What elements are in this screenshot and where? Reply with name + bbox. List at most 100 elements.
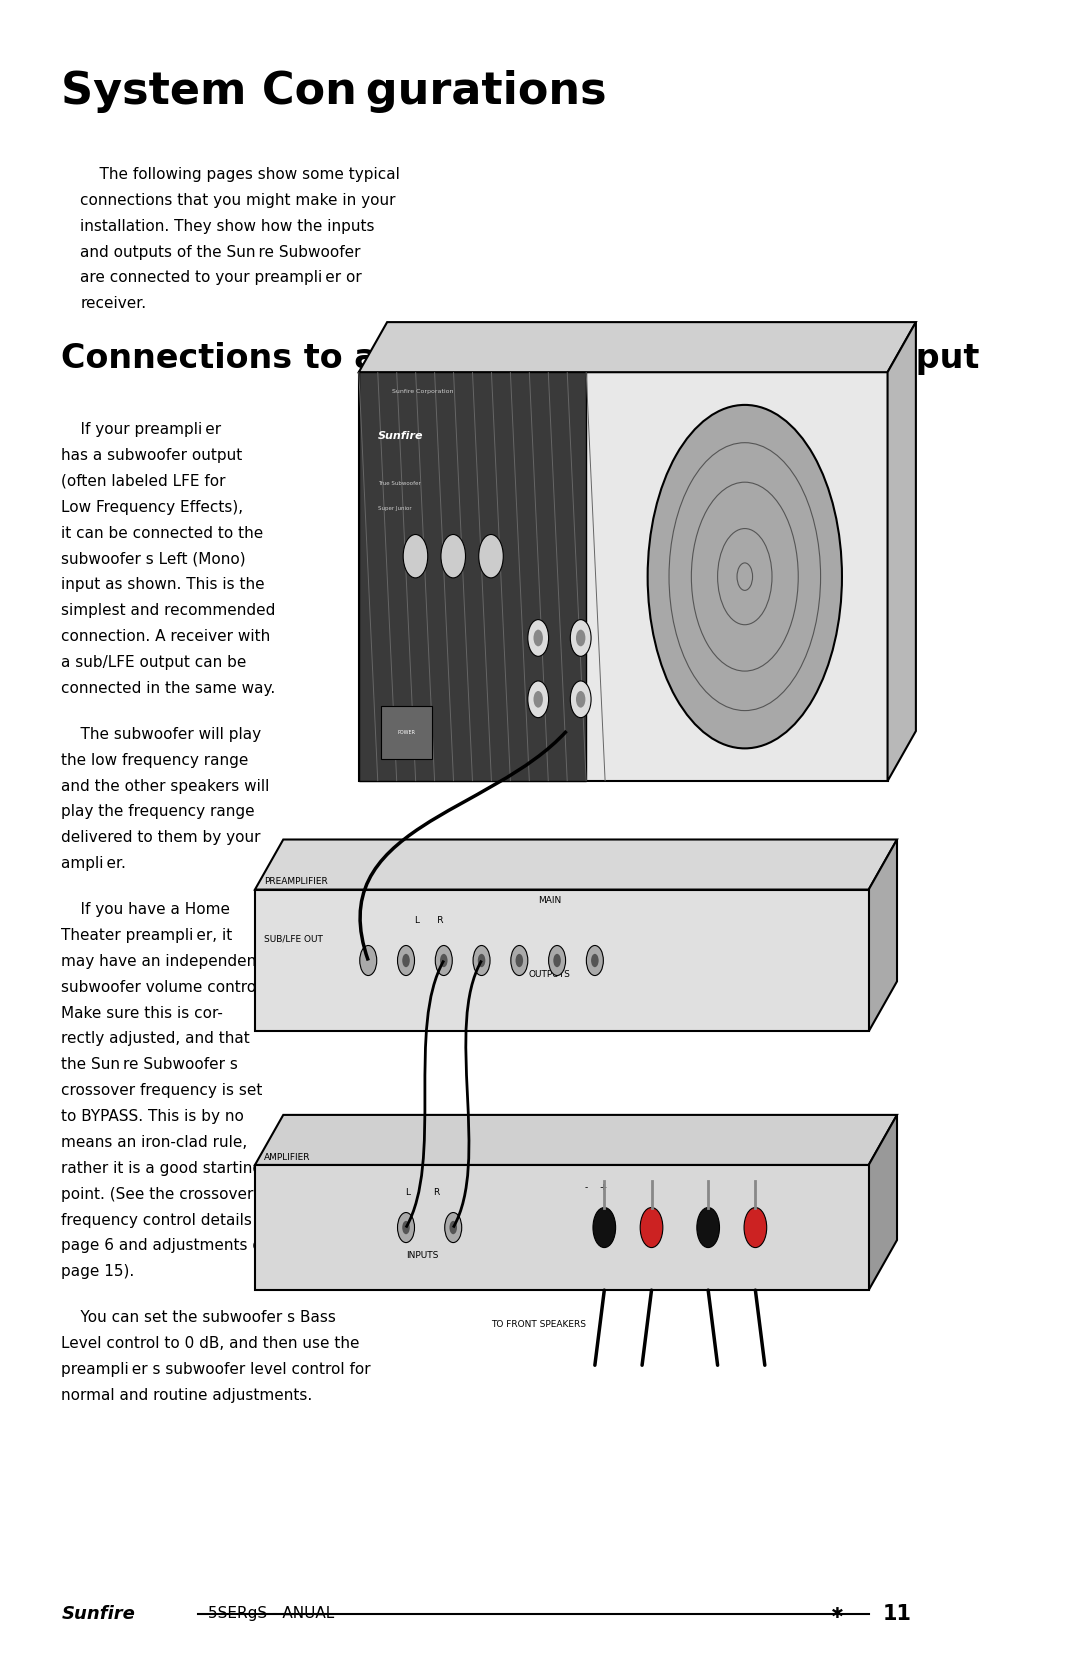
Text: are connected to your preampli er or: are connected to your preampli er or <box>80 270 362 285</box>
Text: the low frequency range: the low frequency range <box>62 753 248 768</box>
Circle shape <box>440 953 447 966</box>
Text: crossover frequency is set: crossover frequency is set <box>62 1083 262 1098</box>
Text: rather it is a good starting: rather it is a good starting <box>62 1160 262 1175</box>
Circle shape <box>593 1207 616 1247</box>
Circle shape <box>586 945 604 975</box>
Polygon shape <box>255 840 897 890</box>
Text: delivered to them by your: delivered to them by your <box>62 829 261 845</box>
Circle shape <box>477 953 485 966</box>
Text: System Con gurations: System Con gurations <box>62 70 607 113</box>
Circle shape <box>534 691 543 708</box>
Polygon shape <box>888 322 916 781</box>
Text: OUTPUTS: OUTPUTS <box>529 970 570 980</box>
Text: receiver.: receiver. <box>80 295 147 310</box>
Polygon shape <box>255 1115 897 1165</box>
Circle shape <box>445 1212 462 1242</box>
Circle shape <box>473 945 490 975</box>
Circle shape <box>591 953 598 966</box>
FancyBboxPatch shape <box>255 890 868 1031</box>
Text: Theater preampli er, it: Theater preampli er, it <box>62 928 232 943</box>
Text: L        R: L R <box>406 1188 441 1197</box>
Text: True Subwoofer: True Subwoofer <box>378 481 420 486</box>
Text: AMPLIFIER: AMPLIFIER <box>265 1153 311 1162</box>
Text: may have an independent: may have an independent <box>62 953 262 968</box>
Text: The subwoofer will play: The subwoofer will play <box>62 726 261 741</box>
Text: and the other speakers will: and the other speakers will <box>62 778 270 793</box>
Text: has a subwoofer output: has a subwoofer output <box>62 447 243 462</box>
Text: point. (See the crossover: point. (See the crossover <box>62 1187 254 1202</box>
Circle shape <box>360 945 377 975</box>
Text: it can be connected to the: it can be connected to the <box>62 526 264 541</box>
Text: MAIN: MAIN <box>538 896 562 905</box>
Circle shape <box>570 619 591 656</box>
Text: If your preampli er: If your preampli er <box>62 422 221 437</box>
Text: page 15).: page 15). <box>62 1263 135 1278</box>
Circle shape <box>478 534 503 577</box>
Text: The following pages show some typical: The following pages show some typical <box>80 167 400 182</box>
Circle shape <box>576 691 585 708</box>
Text: You can set the subwoofer s Bass: You can set the subwoofer s Bass <box>62 1310 336 1325</box>
Circle shape <box>744 1207 767 1247</box>
Circle shape <box>553 953 561 966</box>
Text: to BYPASS. This is by no: to BYPASS. This is by no <box>62 1108 244 1123</box>
Text: Sunfire: Sunfire <box>62 1606 135 1622</box>
Text: Make sure this is cor-: Make sure this is cor- <box>62 1005 224 1020</box>
Text: TO FRONT SPEAKERS: TO FRONT SPEAKERS <box>491 1320 586 1329</box>
Text: and outputs of the Sun re Subwoofer: and outputs of the Sun re Subwoofer <box>80 244 361 259</box>
Text: Low Frequency Effects),: Low Frequency Effects), <box>62 499 243 514</box>
FancyBboxPatch shape <box>359 372 586 781</box>
Circle shape <box>441 534 465 577</box>
Text: Super Junior: Super Junior <box>378 506 411 511</box>
Text: frequency control details on: frequency control details on <box>62 1212 276 1227</box>
FancyBboxPatch shape <box>380 706 432 759</box>
Text: 5SERgS - ANUAL: 5SERgS - ANUAL <box>207 1607 334 1621</box>
FancyBboxPatch shape <box>359 372 888 781</box>
Circle shape <box>435 945 453 975</box>
Circle shape <box>515 953 523 966</box>
Circle shape <box>449 1220 457 1233</box>
Text: (often labeled LFE for: (often labeled LFE for <box>62 474 226 489</box>
Circle shape <box>576 629 585 646</box>
Text: simplest and recommended: simplest and recommended <box>62 603 275 618</box>
Text: a sub/LFE output can be: a sub/LFE output can be <box>62 654 246 669</box>
Text: 11: 11 <box>882 1604 912 1624</box>
Circle shape <box>397 945 415 975</box>
Text: Sunfire Corporation: Sunfire Corporation <box>392 389 454 394</box>
Text: input as shown. This is the: input as shown. This is the <box>62 577 265 592</box>
Circle shape <box>697 1207 719 1247</box>
Text: play the frequency range: play the frequency range <box>62 804 255 819</box>
Circle shape <box>648 406 842 748</box>
Circle shape <box>528 619 549 656</box>
Text: installation. They show how the inputs: installation. They show how the inputs <box>80 219 375 234</box>
Text: Connections to a preampli er s subwoofer output: Connections to a preampli er s subwoofer… <box>62 342 980 376</box>
Text: -    +: - + <box>585 1183 608 1192</box>
Circle shape <box>640 1207 663 1247</box>
Text: the Sun re Subwoofer s: the Sun re Subwoofer s <box>62 1056 239 1071</box>
Text: If you have a Home: If you have a Home <box>62 901 230 916</box>
Circle shape <box>549 945 566 975</box>
Circle shape <box>402 953 409 966</box>
Text: connection. A receiver with: connection. A receiver with <box>62 629 271 644</box>
Text: ✱: ✱ <box>831 1607 843 1621</box>
Text: connected in the same way.: connected in the same way. <box>62 681 275 696</box>
Text: Level control to 0 dB, and then use the: Level control to 0 dB, and then use the <box>62 1335 360 1350</box>
Circle shape <box>534 629 543 646</box>
Polygon shape <box>359 322 916 372</box>
Text: subwoofer s Left (Mono): subwoofer s Left (Mono) <box>62 551 246 566</box>
FancyBboxPatch shape <box>255 1165 868 1290</box>
Text: rectly adjusted, and that: rectly adjusted, and that <box>62 1031 251 1046</box>
Circle shape <box>403 534 428 577</box>
Text: connections that you might make in your: connections that you might make in your <box>80 192 395 207</box>
Circle shape <box>570 681 591 718</box>
Text: INPUTS: INPUTS <box>406 1250 438 1260</box>
Text: subwoofer volume control.: subwoofer volume control. <box>62 980 266 995</box>
Polygon shape <box>868 1115 897 1290</box>
Text: SUB/LFE OUT: SUB/LFE OUT <box>265 935 323 943</box>
Circle shape <box>397 1212 415 1242</box>
Text: page 6 and adjustments on: page 6 and adjustments on <box>62 1238 272 1253</box>
Text: Sunfire: Sunfire <box>378 431 423 441</box>
Text: L      R: L R <box>416 916 444 925</box>
Text: POWER: POWER <box>397 731 415 734</box>
Text: normal and routine adjustments.: normal and routine adjustments. <box>62 1387 312 1402</box>
Text: preampli er s subwoofer level control for: preampli er s subwoofer level control fo… <box>62 1362 372 1377</box>
